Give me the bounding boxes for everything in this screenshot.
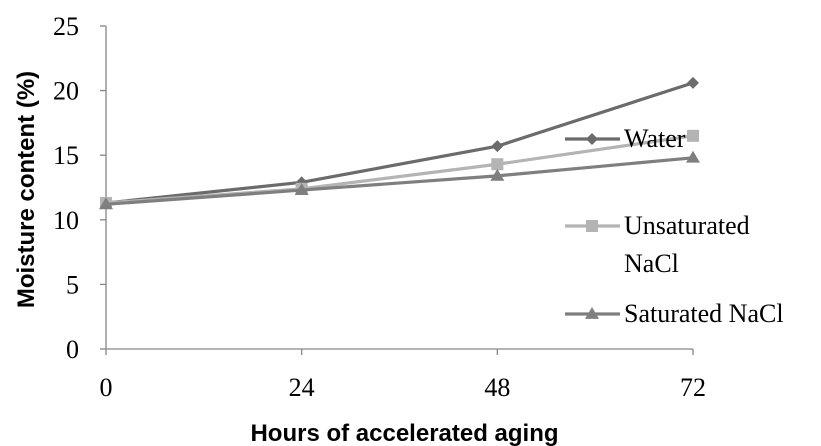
- data-point: [490, 168, 505, 181]
- legend-label: Water: [624, 124, 686, 153]
- series-saturated-nacl: [99, 150, 700, 210]
- legend-label: Saturated NaCl: [624, 299, 784, 328]
- legend-swatch-marker: [586, 133, 598, 145]
- legend: Water Unsaturated NaCl Saturated NaCl: [565, 124, 784, 328]
- x-tick-label: 48: [484, 373, 510, 402]
- data-point: [491, 140, 504, 153]
- data-point: [294, 183, 309, 195]
- y-tick-label: 15: [53, 141, 79, 170]
- x-axis-ticks: 0 24 48 72: [100, 349, 706, 402]
- legend-swatch-marker: [586, 220, 598, 232]
- x-tick-label: 72: [680, 373, 706, 402]
- data-point: [686, 150, 700, 163]
- series-water: [100, 76, 699, 210]
- y-tick-label: 10: [53, 206, 79, 235]
- data-point: [687, 76, 699, 89]
- legend-item: Unsaturated NaCl: [565, 211, 750, 278]
- legend-item: Saturated NaCl: [565, 299, 784, 328]
- x-axis-title: Hours of accelerated aging: [250, 420, 558, 446]
- legend-swatch-marker: [585, 307, 599, 319]
- series-line: [105, 156, 694, 206]
- x-tick-label: 0: [100, 373, 113, 402]
- y-tick-label: 25: [53, 12, 79, 41]
- x-tick-label: 24: [289, 373, 315, 402]
- y-tick-label: 20: [53, 77, 79, 106]
- y-tick-label: 5: [66, 270, 79, 299]
- legend-label: Unsaturated NaCl: [624, 211, 750, 278]
- series-line: [105, 81, 694, 205]
- y-axis-ticks: 0 5 10 15 20 25: [53, 12, 106, 364]
- data-point: [687, 129, 699, 142]
- y-tick-label: 0: [66, 335, 79, 364]
- data-point: [491, 158, 504, 171]
- y-axis-title: Moisture content (%): [13, 71, 40, 308]
- legend-item: Water: [565, 124, 686, 153]
- axes: [105, 26, 693, 350]
- plot-area: [99, 76, 700, 210]
- data-point: [99, 197, 113, 210]
